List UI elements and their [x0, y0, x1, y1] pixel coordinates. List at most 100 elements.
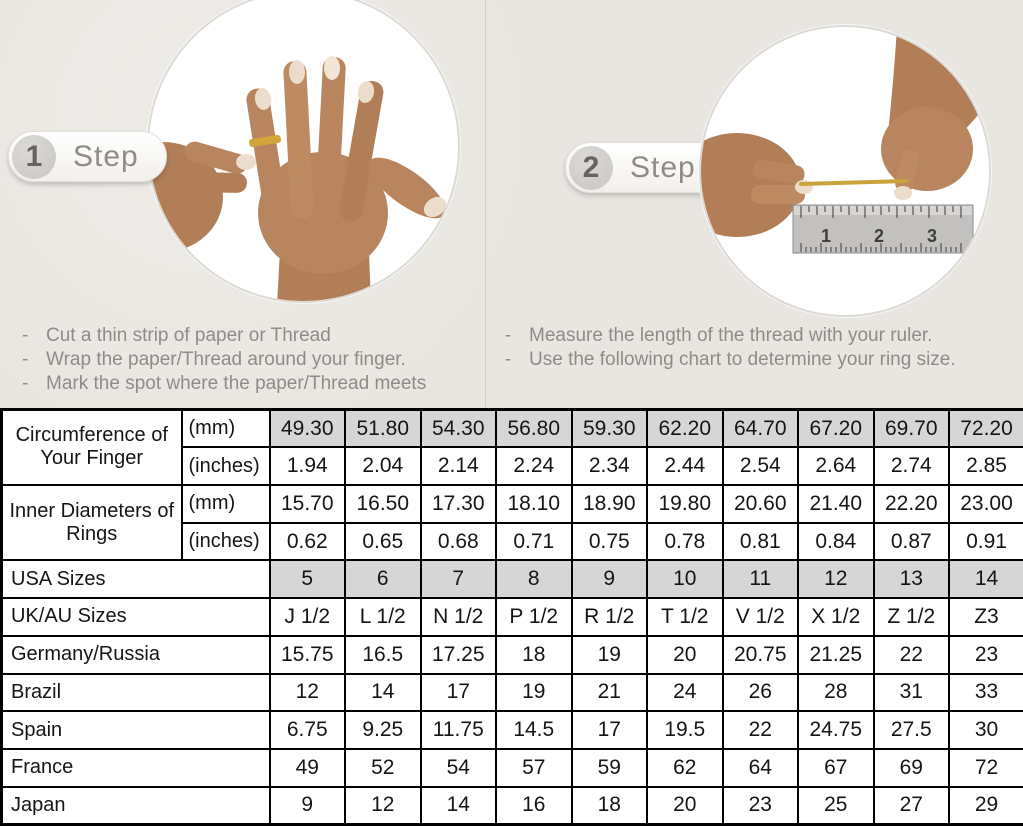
value-cell: 14 — [948, 559, 1023, 600]
value-cell: 1.94 — [268, 446, 346, 486]
value-cell: 72.20 — [948, 408, 1023, 449]
table-row: (inches) 1.94 2.04 2.14 2.24 2.34 2.44 2.54 2.64… — [2, 446, 1023, 486]
value-cell: 0.68 — [419, 521, 497, 562]
step1-label: Step — [73, 139, 139, 173]
ruler-number-1: 1 — [821, 226, 831, 246]
value-cell: 11.75 — [419, 710, 497, 750]
table-row: (inches) 0.62 0.65 0.68 0.71 0.75 0.78 0.81 0.84… — [2, 521, 1023, 562]
measuring-thread-photo: 1 2 3 — [699, 25, 991, 317]
instruction-text: Use the following chart to determine you… — [529, 349, 956, 370]
value-cell: 2.34 — [570, 446, 648, 486]
value-cell: 0.65 — [344, 521, 422, 562]
country-label: Germany/Russia — [0, 634, 271, 675]
country-label: Spain — [0, 710, 271, 750]
value-cell: 20.75 — [721, 634, 799, 675]
gold-thread-icon — [799, 179, 909, 186]
value-cell: 52 — [344, 747, 422, 788]
value-cell: 22 — [872, 634, 950, 675]
value-cell: 18.90 — [570, 483, 648, 524]
value-cell: 19.80 — [646, 483, 724, 524]
instruction-text: Wrap the paper/Thread around your finger… — [46, 349, 406, 370]
value-cell: 23 — [721, 785, 799, 826]
step1-number: 1 — [12, 134, 56, 179]
value-cell: 2.64 — [797, 446, 875, 486]
step2-number: 2 — [569, 145, 613, 190]
country-label: UK/AU Sizes — [0, 597, 271, 637]
bullet-dash: - — [505, 325, 512, 346]
value-cell: 19 — [495, 672, 573, 713]
country-label: Japan — [0, 785, 271, 826]
ruler-measure-illustration: 1 2 3 — [701, 27, 989, 254]
value-cell: 56.80 — [495, 408, 573, 449]
step2-label: Step — [630, 150, 696, 184]
value-cell: P 1/2 — [495, 597, 573, 637]
value-cell: 18.10 — [495, 483, 573, 524]
value-cell: 64 — [721, 747, 799, 788]
ruler-ticks-bottom — [800, 243, 962, 252]
value-cell: 17 — [570, 710, 648, 750]
value-cell: 26 — [721, 672, 799, 713]
table-row: Circumference of Your Finger (mm) 49.30 51.… — [0, 408, 1023, 486]
value-cell: 0.81 — [721, 521, 799, 562]
value-cell: 16 — [495, 785, 573, 826]
value-cell: 11 — [721, 559, 799, 600]
value-cell: 0.87 — [872, 521, 950, 562]
value-cell: 9.25 — [344, 710, 422, 750]
value-cell: 33 — [948, 672, 1023, 713]
value-cell: 29 — [948, 785, 1023, 826]
value-cell: 2.14 — [419, 446, 497, 486]
value-cell: 9 — [268, 785, 346, 826]
value-cell: 2.85 — [948, 446, 1023, 486]
instruction-line: - Mark the spot where the paper/Thread me… — [22, 372, 426, 396]
value-cell: 49 — [268, 747, 346, 788]
ruler-number-2: 2 — [874, 226, 884, 246]
instruction-text: Cut a thin strip of paper or Thread — [46, 325, 331, 346]
value-cell: 21 — [570, 672, 648, 713]
value-cell: 27.5 — [872, 710, 950, 750]
value-cell: 23 — [948, 634, 1023, 675]
table-row: Spain 6.75 9.25 11.75 14.5 17 19.5 22 24.75 27.5 3… — [0, 710, 1023, 750]
value-cell: 30 — [948, 710, 1023, 750]
value-cell: 20.60 — [721, 483, 799, 524]
value-cell: 9 — [570, 559, 648, 600]
table-row: USA Sizes 5 6 7 8 9 10 11 12 13 14 — [0, 559, 1023, 600]
value-cell: 0.71 — [495, 521, 573, 562]
instruction-line: - Measure the length of the thread with y… — [505, 324, 956, 348]
value-cell: 0.62 — [268, 521, 346, 562]
unit-label: (inches) — [180, 446, 271, 486]
value-cell: 10 — [646, 559, 724, 600]
value-cell: 21.25 — [797, 634, 875, 675]
value-cell: 12 — [797, 559, 875, 600]
value-cell: 12 — [268, 672, 346, 713]
value-cell: 62 — [646, 747, 724, 788]
value-cell: 15.70 — [268, 483, 346, 524]
value-cell: 24.75 — [797, 710, 875, 750]
step2-instructions: - Measure the length of the thread with y… — [505, 324, 956, 372]
value-cell: Z 1/2 — [872, 597, 950, 637]
value-cell: 72 — [948, 747, 1023, 788]
gold-ring-icon — [249, 134, 281, 148]
value-cell: X 1/2 — [797, 597, 875, 637]
instruction-line: - Cut a thin strip of paper or Thread — [22, 324, 426, 348]
value-cell: 28 — [797, 672, 875, 713]
value-cell: 27 — [872, 785, 950, 826]
value-cell: 51.80 — [344, 408, 422, 449]
value-cell: 54 — [419, 747, 497, 788]
country-label: USA Sizes — [0, 559, 271, 600]
value-cell: 21.40 — [797, 483, 875, 524]
value-cell: 2.44 — [646, 446, 724, 486]
value-cell: 20 — [646, 785, 724, 826]
value-cell: 5 — [268, 559, 346, 600]
value-cell: 2.74 — [872, 446, 950, 486]
bullet-dash: - — [22, 373, 29, 394]
value-cell: R 1/2 — [570, 597, 648, 637]
value-cell: N 1/2 — [419, 597, 497, 637]
row-group-label: Circumference of Your Finger — [0, 408, 183, 486]
value-cell: 16.5 — [344, 634, 422, 675]
table-row: Brazil 12 14 17 19 21 24 26 28 31 33 — [0, 672, 1023, 713]
value-cell: 19 — [570, 634, 648, 675]
table-row: UK/AU Sizes J 1/2 L 1/2 N 1/2 P 1/2 R 1/2 T 1/… — [0, 597, 1023, 637]
value-cell: J 1/2 — [268, 597, 346, 637]
value-cell: 19.5 — [646, 710, 724, 750]
value-cell: 69 — [872, 747, 950, 788]
